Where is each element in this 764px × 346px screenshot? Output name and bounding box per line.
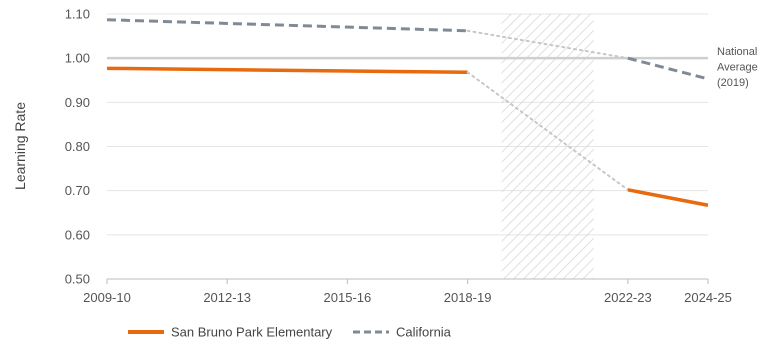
legend-label: California <box>396 325 452 340</box>
x-tick-label: 2012-13 <box>203 290 251 305</box>
x-tick-label: 2018-19 <box>444 290 492 305</box>
y-tick-label: 0.50 <box>65 272 90 287</box>
series-line-segment <box>107 68 468 72</box>
series-line-segment <box>107 20 468 31</box>
legend-label: San Bruno Park Elementary <box>171 325 333 340</box>
y-tick-label: 1.10 <box>65 7 90 22</box>
y-tick-label: 0.60 <box>65 227 90 242</box>
national-average-label: (2019) <box>717 77 749 89</box>
y-tick-label: 0.90 <box>65 95 90 110</box>
series-line-segment <box>628 190 708 205</box>
national-average-label: Average <box>717 62 758 74</box>
x-tick-label: 2022-23 <box>604 290 652 305</box>
national-average-label: National <box>717 46 757 58</box>
legend: San Bruno Park Elementary California <box>128 325 452 340</box>
y-tick-label: 0.80 <box>65 139 90 154</box>
x-tick-label: 2015-16 <box>324 290 372 305</box>
series-line-segment <box>628 58 708 79</box>
gap-period-band <box>502 14 594 279</box>
y-tick-label: 0.70 <box>65 183 90 198</box>
y-tick-label: 1.00 <box>65 51 90 66</box>
y-axis-title: Learning Rate <box>12 102 28 190</box>
x-tick-label: 2024-25 <box>684 290 732 305</box>
x-tick-label: 2009-10 <box>83 290 131 305</box>
